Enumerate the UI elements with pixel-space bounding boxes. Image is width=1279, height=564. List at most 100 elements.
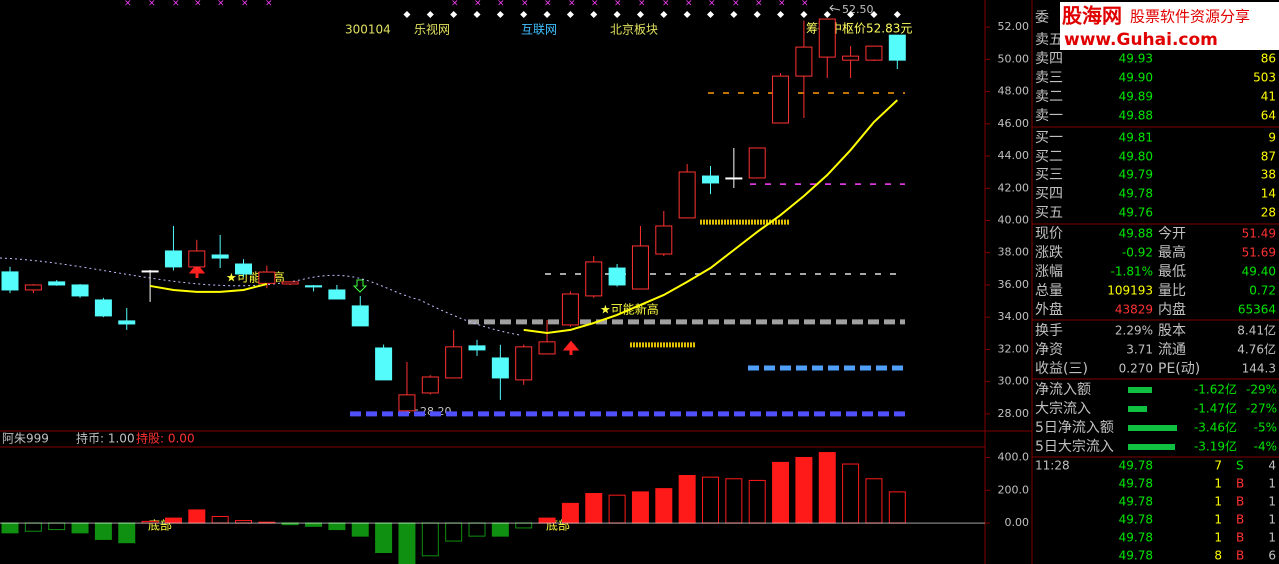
y-tick-label: 46.00 bbox=[998, 117, 1030, 130]
indicator-bar bbox=[725, 478, 743, 524]
quote-text: 买二 bbox=[1035, 149, 1063, 165]
quote-text: -3.46亿 bbox=[1194, 420, 1237, 435]
quote-text: 1 bbox=[1268, 531, 1276, 545]
marker: × bbox=[124, 0, 132, 9]
indicator-bar bbox=[538, 517, 556, 524]
stock-code: 300104 bbox=[345, 23, 391, 37]
indicator-bar bbox=[211, 515, 229, 524]
quote-text: 3.71 bbox=[1126, 343, 1153, 357]
y-tick-label: 34.00 bbox=[998, 310, 1030, 323]
quote-text: B bbox=[1236, 477, 1244, 491]
quote-text: 1 bbox=[1268, 513, 1276, 527]
quote-text: 今开 bbox=[1158, 226, 1186, 242]
candle-body bbox=[398, 394, 416, 412]
marker: × bbox=[544, 0, 552, 9]
marker: × bbox=[241, 0, 249, 9]
candle-body bbox=[561, 293, 579, 326]
y-tick-label: 40.00 bbox=[998, 214, 1030, 227]
candle-body bbox=[655, 225, 673, 255]
quote-text: 卖四 bbox=[1035, 51, 1063, 67]
marker: × bbox=[194, 0, 202, 9]
candle-body bbox=[818, 18, 836, 58]
quote-text: 49.93 bbox=[1119, 52, 1153, 66]
indicator-bar bbox=[608, 494, 626, 524]
quote-text: 涨跌 bbox=[1035, 245, 1063, 261]
y-tick-label: 44.00 bbox=[998, 149, 1030, 162]
quote-text: B bbox=[1236, 513, 1244, 527]
quote-text: 1 bbox=[1214, 513, 1222, 527]
arrow bbox=[829, 4, 841, 12]
quote-text: S bbox=[1236, 459, 1244, 473]
marker bbox=[613, 10, 621, 19]
candle-body bbox=[141, 270, 159, 273]
quote-text: 49.90 bbox=[1119, 71, 1153, 85]
quote-text: 买一 bbox=[1035, 130, 1063, 146]
watermark-box bbox=[1060, 2, 1279, 50]
candle-body bbox=[48, 281, 66, 286]
quote-text: 86 bbox=[1261, 52, 1276, 66]
quote-text: 49.79 bbox=[1119, 168, 1153, 182]
industry: 互联网 bbox=[521, 23, 557, 37]
candle-body bbox=[281, 281, 299, 285]
quote-text: 涨幅 bbox=[1035, 264, 1063, 280]
candle-body bbox=[491, 357, 509, 379]
candle-body bbox=[468, 345, 486, 351]
watermark: 股海网 股票软件资源分享 www.Guhai.com bbox=[1060, 2, 1279, 50]
candle-body bbox=[24, 284, 42, 291]
flow-bar bbox=[1128, 406, 1147, 412]
indicator-bar bbox=[351, 522, 369, 537]
marker bbox=[660, 10, 668, 19]
marker: × bbox=[265, 0, 273, 9]
marker: × bbox=[732, 0, 740, 9]
quote-text: 净流入额 bbox=[1035, 382, 1091, 398]
quote-text: 38 bbox=[1261, 168, 1276, 182]
marker: × bbox=[708, 0, 716, 9]
indicator-bar bbox=[842, 463, 860, 524]
marker: × bbox=[172, 0, 180, 9]
up-arrow bbox=[188, 263, 206, 278]
candle-body bbox=[702, 175, 719, 184]
candle-body bbox=[351, 305, 369, 327]
quote-text: 买五 bbox=[1035, 205, 1063, 221]
indicator-bar bbox=[375, 522, 393, 554]
quote-text: 最高 bbox=[1158, 244, 1186, 261]
quote-text: 1 bbox=[1268, 495, 1276, 509]
hold-stock: 持股: 0.00 bbox=[136, 431, 195, 446]
candle-body bbox=[188, 250, 206, 268]
indicator-bar bbox=[515, 522, 533, 529]
quote-text: 6 bbox=[1268, 549, 1276, 563]
indicator-bar bbox=[468, 522, 486, 537]
y-tick-label: 400.0 bbox=[998, 450, 1030, 463]
candle-body bbox=[795, 46, 813, 77]
marker bbox=[496, 10, 504, 19]
quote-text: 51.69 bbox=[1242, 246, 1276, 260]
candle-body bbox=[445, 346, 463, 379]
quote-text: 卖二 bbox=[1035, 89, 1063, 105]
indicator-bar bbox=[94, 522, 112, 540]
candle-body bbox=[865, 45, 883, 61]
indicator-bar bbox=[398, 522, 416, 564]
indicator-bar bbox=[118, 522, 136, 544]
quote-text: B bbox=[1236, 549, 1244, 563]
quote-text: PE(动) bbox=[1158, 361, 1200, 377]
candle-body bbox=[1, 271, 19, 291]
watermark-brand: 股海网 bbox=[1062, 4, 1122, 28]
marker bbox=[520, 10, 528, 19]
marker bbox=[777, 10, 785, 19]
quote-text: -1.62亿 bbox=[1194, 382, 1237, 397]
indicator-bar bbox=[678, 475, 696, 524]
quote-text: 49.78 bbox=[1119, 495, 1153, 509]
indicator-bar bbox=[655, 488, 673, 524]
quote-text: 1 bbox=[1214, 477, 1222, 491]
candle-body bbox=[305, 285, 323, 288]
marker bbox=[847, 10, 855, 19]
quote-text: 5日大宗流入 bbox=[1035, 439, 1114, 455]
indicator-bar bbox=[328, 522, 346, 531]
candle-body bbox=[328, 289, 346, 300]
y-tick-label: 32.00 bbox=[998, 342, 1030, 355]
candle-body bbox=[585, 261, 603, 297]
indicator-bar bbox=[865, 478, 883, 524]
quote-text: 43829 bbox=[1115, 303, 1153, 317]
marker: × bbox=[521, 0, 529, 9]
quote-text: 49.40 bbox=[1242, 265, 1276, 279]
